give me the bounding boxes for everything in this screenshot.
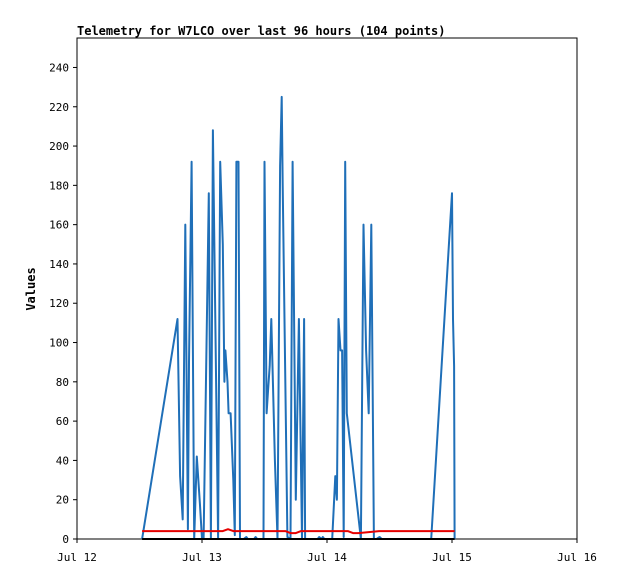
chart-title: Telemetry for W7LCO over last 96 hours (…	[77, 24, 445, 38]
plot-area	[76, 37, 578, 540]
x-axis: Jul 12 Jul 13 Jul 14 Jul 15 Jul 16	[57, 539, 597, 564]
y-tick-label: 160	[49, 219, 69, 232]
y-tick-label: 120	[49, 297, 69, 310]
y-tick-label: 20	[56, 494, 69, 507]
x-tick-label: Jul 14	[307, 551, 347, 564]
y-axis: 0 20 40 60 80 100 120 140 160 180 200 220 240	[49, 61, 77, 546]
y-tick-label: 180	[49, 179, 69, 192]
y-axis-label: Values	[24, 267, 38, 310]
y-tick-label: 40	[56, 454, 69, 467]
y-tick-label: 100	[49, 337, 69, 350]
x-tick-label: Jul 15	[432, 551, 472, 564]
y-tick-label: 240	[49, 61, 69, 74]
y-tick-label: 80	[56, 376, 69, 389]
x-tick-label: Jul 13	[182, 551, 222, 564]
y-tick-label: 200	[49, 140, 69, 153]
y-tick-label: 60	[56, 415, 69, 428]
x-tick-label: Jul 16	[557, 551, 597, 564]
y-tick-label: 220	[49, 101, 69, 114]
y-tick-label: 140	[49, 258, 69, 271]
y-tick-label: 0	[62, 533, 69, 546]
series-layer	[141, 95, 456, 540]
x-tick-label: Jul 12	[57, 551, 97, 564]
series-line-1	[142, 528, 455, 535]
